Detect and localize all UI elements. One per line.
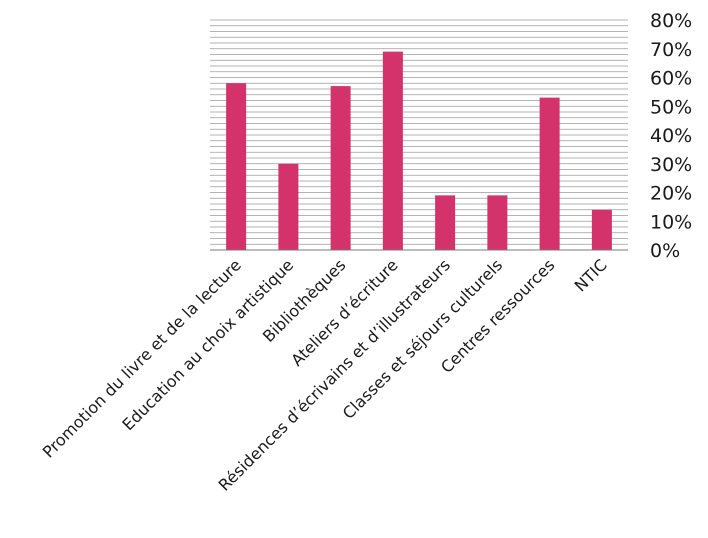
bar	[539, 97, 560, 250]
bar	[382, 51, 403, 250]
bars	[226, 51, 612, 250]
y-axis-ticks: 0% 10% 20% 30% 40% 50% 60% 70% 80%	[650, 10, 692, 262]
y-tick-label: 70%	[650, 39, 692, 61]
bar	[330, 86, 351, 250]
bar	[487, 195, 508, 250]
y-tick-label: 60%	[650, 68, 692, 90]
y-tick-label: 30%	[650, 154, 692, 176]
y-tick-label: 50%	[650, 96, 692, 118]
y-tick-label: 80%	[650, 10, 692, 32]
y-tick-label: 40%	[650, 125, 692, 147]
y-tick-label: 10%	[650, 211, 692, 233]
x-axis-labels: Promotion du livre et de la lectureEduca…	[39, 255, 611, 494]
x-tick-label: NTIC	[571, 255, 611, 295]
y-tick-label: 0%	[650, 240, 680, 262]
grid-lines	[210, 19, 628, 251]
x-tick-label: Promotion du livre et de la lecture	[39, 255, 245, 461]
bar	[435, 195, 456, 250]
bar	[226, 83, 247, 250]
y-tick-label: 20%	[650, 183, 692, 205]
bar	[591, 209, 612, 250]
bar	[278, 163, 299, 250]
